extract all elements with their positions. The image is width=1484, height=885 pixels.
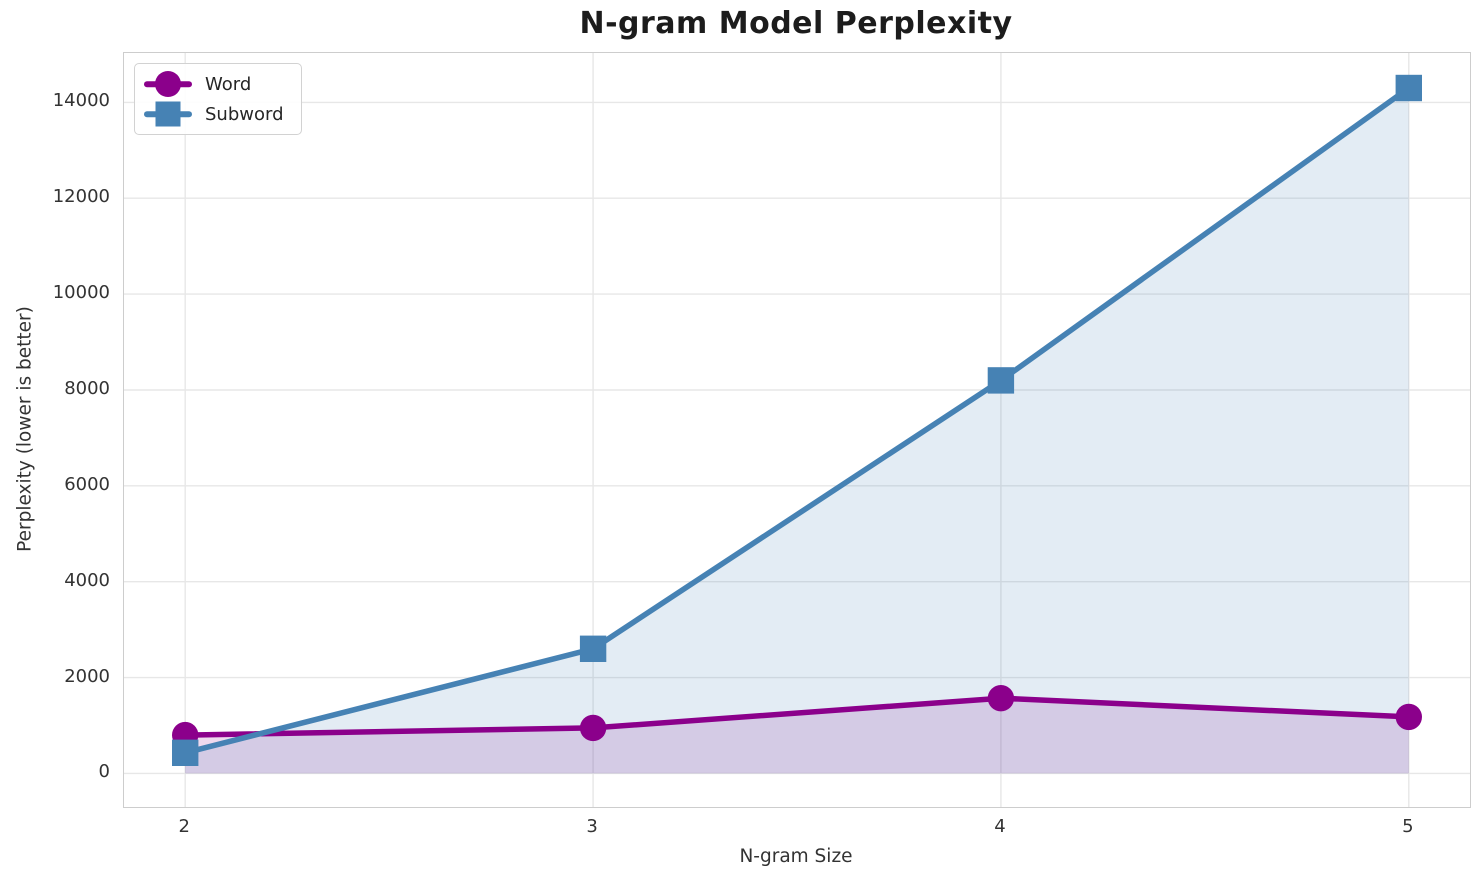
y-axis-label: Perplexity (lower is better) xyxy=(14,306,36,552)
y-tick-label: 10000 xyxy=(52,282,110,304)
x-axis-label: N-gram Size xyxy=(739,846,853,867)
y-tick-label: 6000 xyxy=(64,473,110,495)
subword-square-marker-icon xyxy=(143,99,193,129)
legend-item-word: Word xyxy=(143,69,293,99)
legend-label-subword: Subword xyxy=(205,103,284,125)
y-tick-label: 0 xyxy=(98,761,110,783)
x-tick-label: 2 xyxy=(178,816,190,837)
subword-marker-icon xyxy=(155,101,181,127)
marker-subword xyxy=(579,635,607,662)
marker-word xyxy=(1395,703,1423,731)
x-tick-label: 5 xyxy=(1402,816,1414,837)
x-tick-label: 4 xyxy=(994,816,1006,837)
y-tick-label: 12000 xyxy=(52,186,110,208)
word-marker-icon xyxy=(155,71,181,97)
plot-area xyxy=(123,52,1471,808)
area-word xyxy=(185,698,1409,774)
chart-title: N-gram Model Perplexity xyxy=(579,6,1013,41)
marker-subword xyxy=(1395,74,1422,102)
word-circle-marker-icon xyxy=(143,69,193,99)
marker-word xyxy=(987,685,1015,712)
x-tick-label: 3 xyxy=(586,816,598,837)
legend-label-word: Word xyxy=(205,73,252,95)
line-word xyxy=(182,695,1412,738)
y-tick-label: 4000 xyxy=(64,569,110,591)
y-tick-label: 2000 xyxy=(64,665,110,687)
area-subword xyxy=(185,88,1409,774)
line-subword xyxy=(182,85,1412,756)
y-tick-label: 8000 xyxy=(64,377,110,399)
marker-word xyxy=(579,714,607,742)
marker-subword xyxy=(172,739,199,766)
y-tick-label: 14000 xyxy=(52,90,110,112)
legend: Word Subword xyxy=(134,63,302,135)
legend-item-subword: Subword xyxy=(143,99,293,129)
marker-subword xyxy=(987,367,1015,394)
chart-canvas xyxy=(124,53,1470,807)
